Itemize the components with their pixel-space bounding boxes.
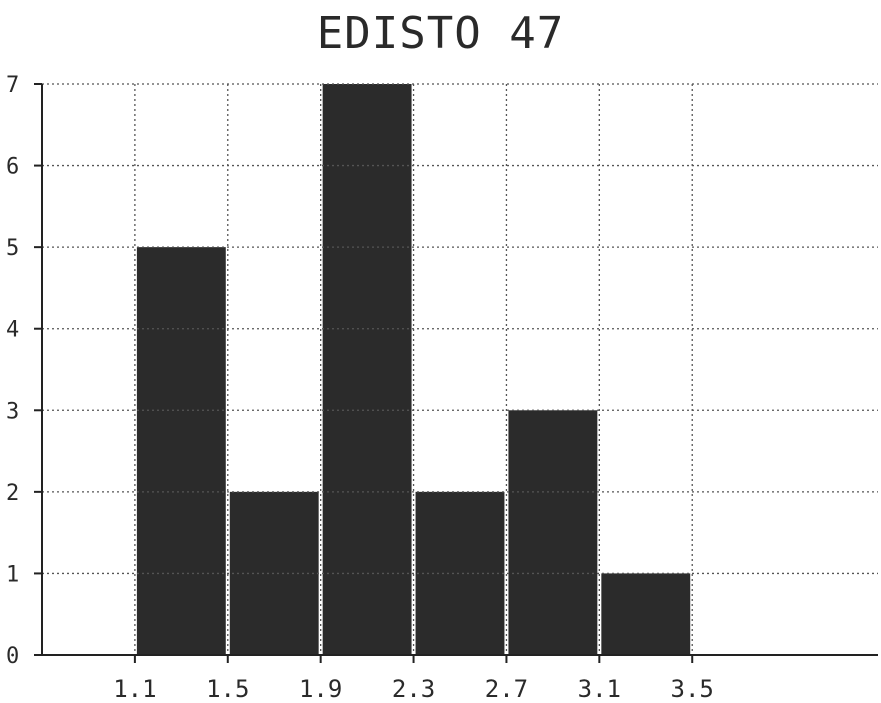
y-tick-label: 6 [6, 155, 19, 180]
x-tick-label: 3.5 [671, 675, 714, 703]
y-tick-label: 2 [6, 481, 19, 506]
x-tick-label: 1.9 [299, 675, 342, 703]
y-tick-label: 5 [6, 236, 19, 261]
histogram-bar [415, 491, 505, 655]
y-tick-label: 1 [6, 562, 19, 587]
histogram-bar [136, 247, 226, 655]
x-tick-label: 1.5 [206, 675, 249, 703]
y-tick-label: 3 [6, 399, 19, 424]
histogram-bar [508, 410, 598, 655]
histogram-bar [322, 84, 412, 655]
y-tick-label: 4 [6, 318, 19, 343]
chart-title: EDISTO 47 [316, 8, 565, 59]
histogram-bar [601, 573, 691, 655]
y-tick-label: 7 [6, 73, 19, 98]
x-tick-label: 2.3 [392, 675, 435, 703]
x-tick-label: 2.7 [485, 675, 528, 703]
y-tick-label: 0 [6, 644, 19, 669]
x-tick-label: 1.1 [113, 675, 156, 703]
x-tick-label: 3.1 [578, 675, 621, 703]
